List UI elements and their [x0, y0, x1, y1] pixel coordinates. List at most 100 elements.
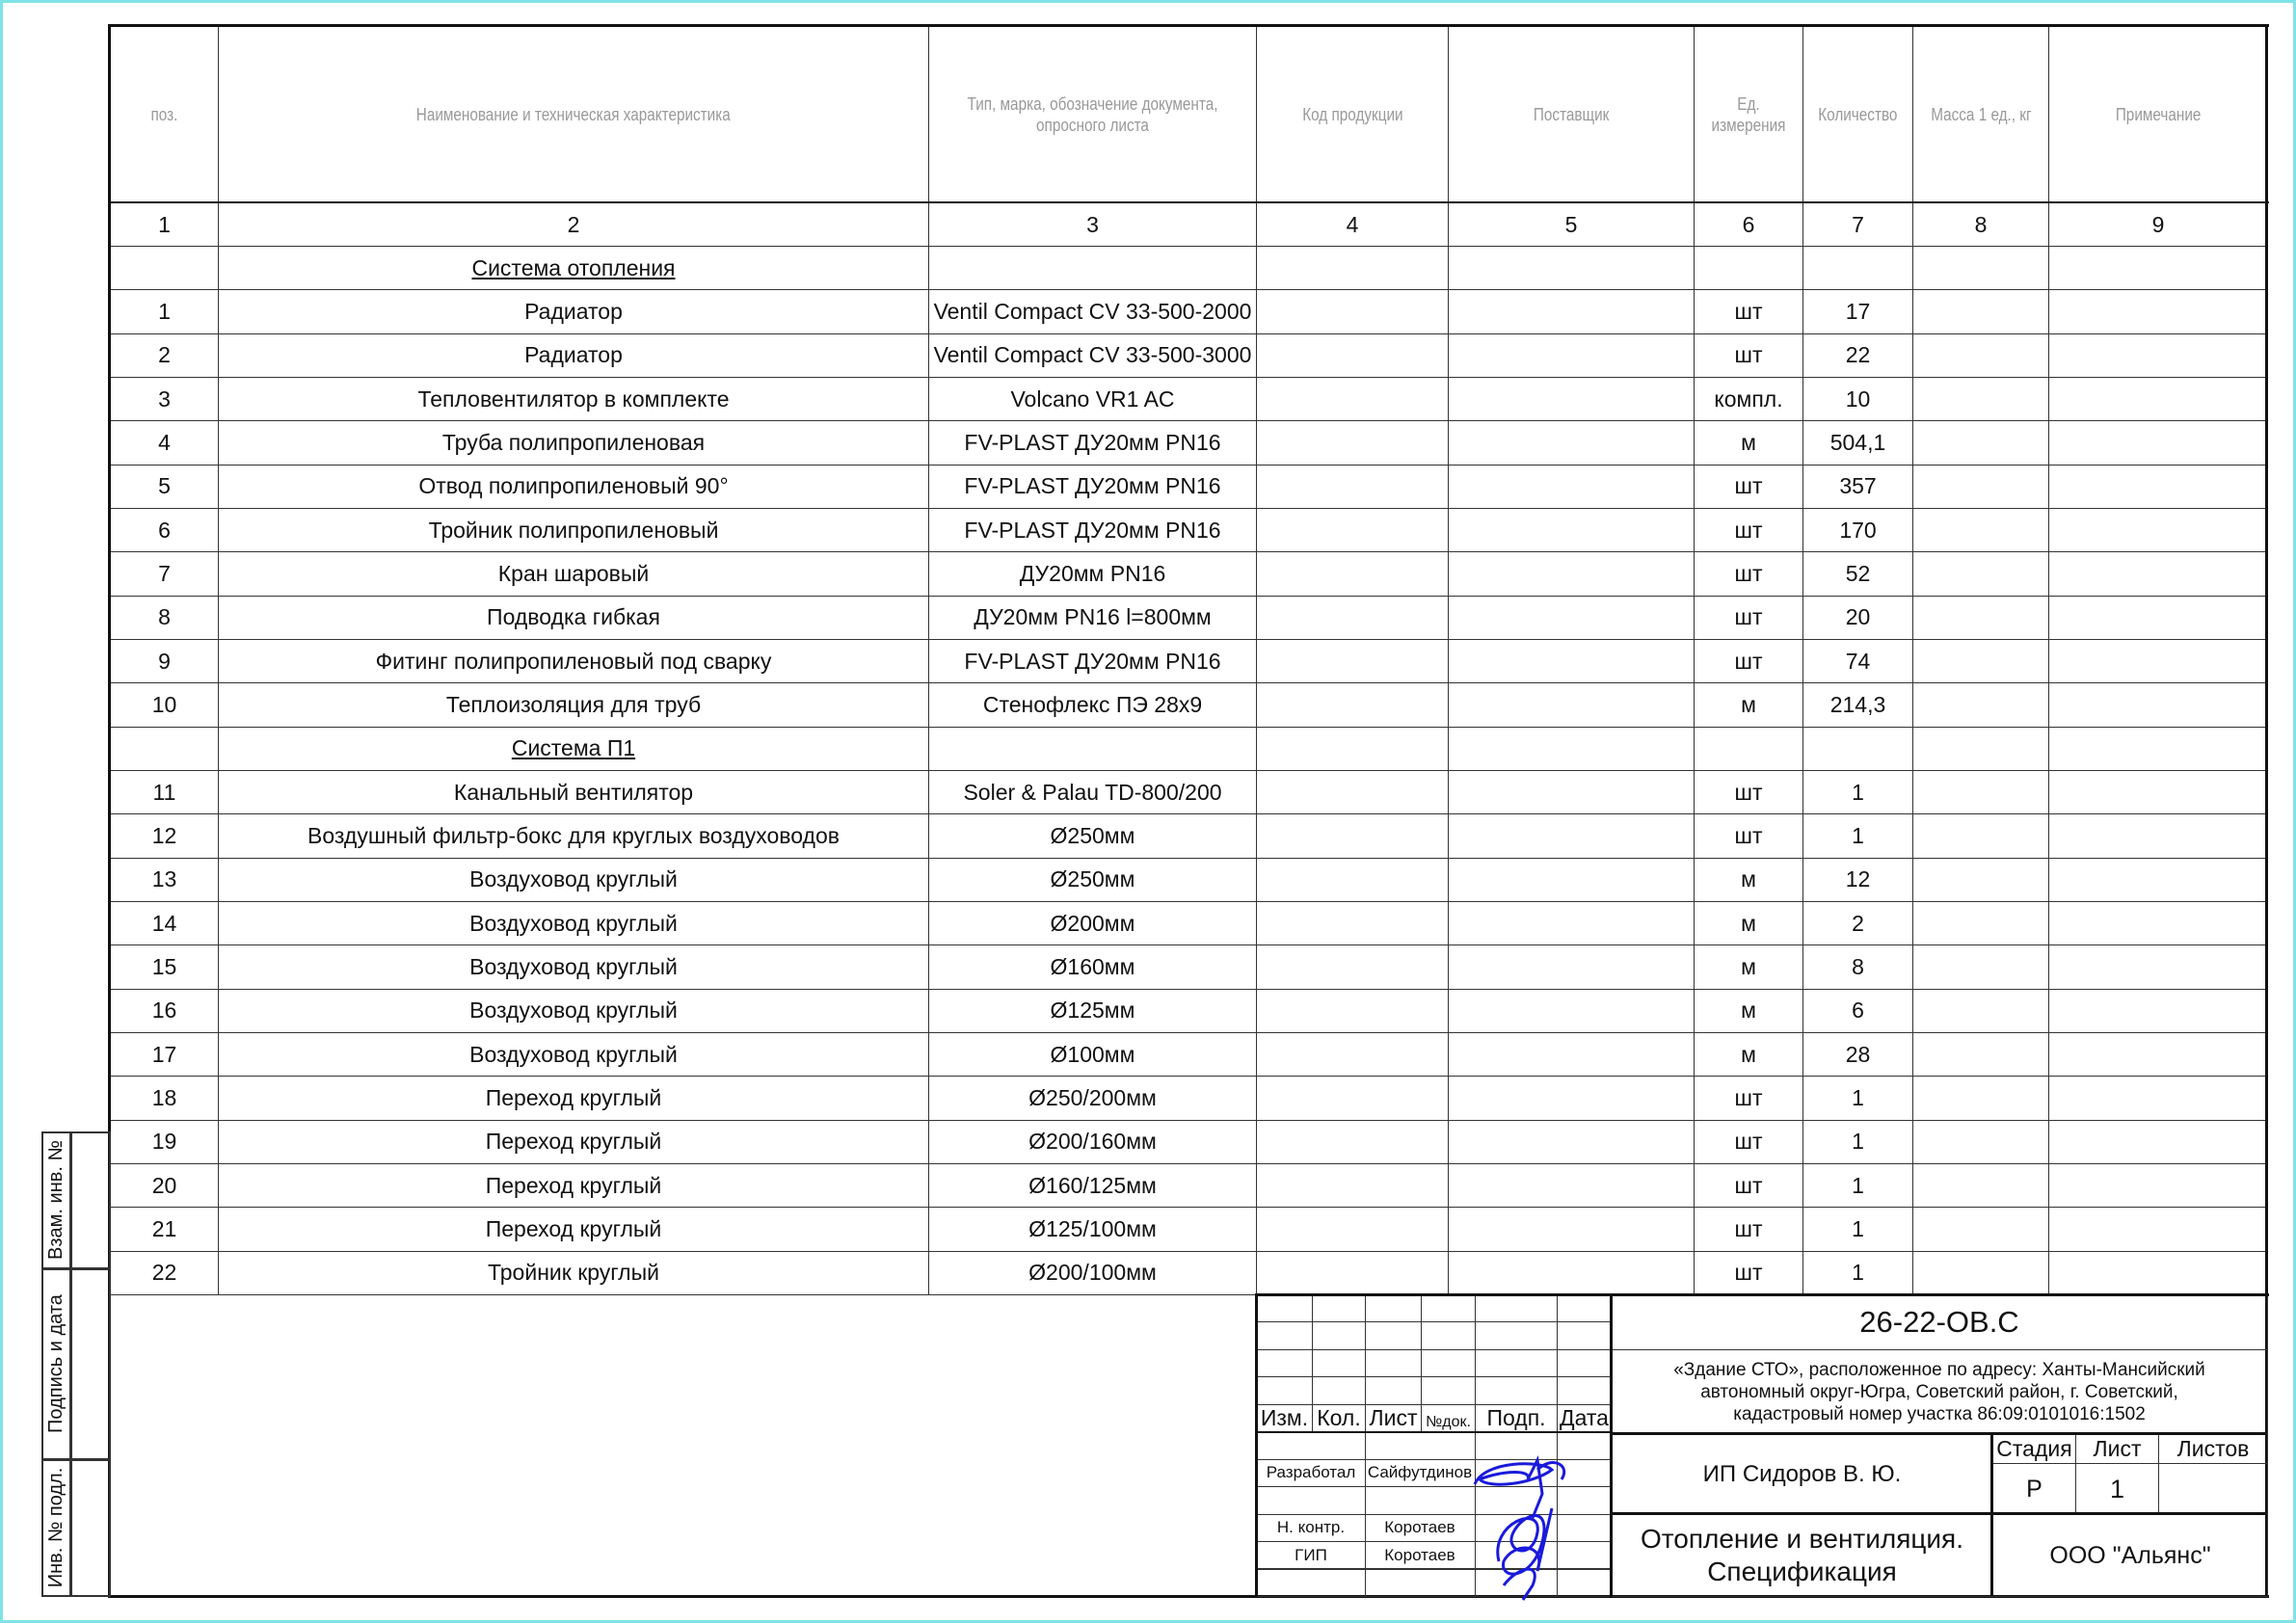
table-cell-pos: 11 — [110, 769, 219, 815]
revision-cell — [1312, 1321, 1366, 1350]
table-cell-code — [1256, 638, 1449, 684]
table-cell-supplier — [1448, 1162, 1695, 1209]
table-cell-code — [1256, 769, 1449, 815]
approval-cell — [1557, 1513, 1612, 1543]
table-cell-name: Фитинг полипропиленовый под сварку — [218, 638, 929, 684]
table-cell-unit: шт — [1694, 289, 1803, 334]
revision-cell — [1557, 1348, 1612, 1378]
column-number: 6 — [1694, 202, 1803, 247]
table-cell-qty-text: 504,1 — [1829, 429, 1886, 455]
side-stamp-inv_no: Инв. № подл. — [45, 1467, 67, 1588]
side-stamp-value-cell — [70, 1268, 111, 1460]
table-cell-name: Воздуховод круглый — [218, 945, 929, 990]
table-cell-unit: шт — [1694, 507, 1803, 553]
column-number: 4 — [1256, 202, 1449, 247]
table-cell-unit: шт — [1694, 638, 1803, 684]
table-cell-unit-text: м — [1741, 1041, 1756, 1067]
table-cell-pos-text: 18 — [151, 1084, 177, 1110]
section-row-cell — [928, 726, 1257, 771]
table-cell-name: Воздуховод круглый — [218, 1031, 929, 1078]
approval-gip_label-text: ГИП — [1295, 1545, 1327, 1564]
table-cell-qty-text: 1 — [1852, 1260, 1864, 1286]
table-cell-unit: шт — [1694, 595, 1803, 640]
table-cell-name-text: Воздушный фильтр-бокс для круглых воздух… — [307, 822, 840, 848]
table-cell-supplier — [1448, 857, 1695, 902]
table-cell-type: Стенофлекс ПЭ 28x9 — [928, 682, 1257, 728]
table-cell-qty: 20 — [1802, 595, 1913, 640]
table-cell-pos: 9 — [110, 638, 219, 684]
table-cell-code — [1256, 1162, 1449, 1209]
table-cell-code — [1256, 1076, 1449, 1121]
table-cell-unit: шт — [1694, 813, 1803, 859]
table-cell-note — [2048, 638, 2268, 684]
table-cell-qty: 214,3 — [1802, 682, 1913, 728]
table-cell-mass — [1912, 1250, 2049, 1295]
side-stamp-value-cell — [70, 1459, 111, 1597]
table-cell-code — [1256, 420, 1449, 466]
table-cell-type: ДУ20мм PN16 — [928, 551, 1257, 597]
revision-cell — [1312, 1348, 1366, 1378]
table-cell-qty-text: 1 — [1852, 1215, 1864, 1241]
table-cell-unit: шт — [1694, 1207, 1803, 1252]
table-cell-pos: 15 — [110, 945, 219, 990]
table-cell-code — [1256, 507, 1449, 553]
header-code-text: Код продукции — [1301, 105, 1403, 124]
table-cell-pos-text: 19 — [151, 1129, 177, 1155]
company-name: ООО "Альянс" — [1992, 1514, 2268, 1597]
header-unit: Ед. измерения — [1694, 26, 1803, 203]
approval-cell — [1475, 1431, 1558, 1460]
table-cell-pos: 21 — [110, 1207, 219, 1252]
table-cell-note — [2048, 988, 2268, 1033]
table-cell-qty: 22 — [1802, 333, 1913, 378]
table-cell-code — [1256, 1250, 1449, 1295]
table-cell-name-text: Теплоизоляция для труб — [445, 691, 702, 717]
section-row-cell — [1912, 726, 2049, 771]
revision-cell — [1475, 1321, 1558, 1350]
table-cell-name-text: Радиатор — [524, 298, 623, 324]
table-cell-name: Переход круглый — [218, 1076, 929, 1121]
table-cell-name: Воздушный фильтр-бокс для круглых воздух… — [218, 813, 929, 859]
rev-divider — [1255, 1431, 1612, 1433]
table-cell-unit: шт — [1694, 1162, 1803, 1209]
table-cell-unit: м — [1694, 988, 1803, 1033]
column-number-text: 6 — [1742, 211, 1755, 237]
table-cell-note — [2048, 1207, 2268, 1252]
table-cell-code — [1256, 333, 1449, 378]
table-cell-unit-text: шт — [1734, 473, 1763, 499]
table-cell-unit-text: шт — [1734, 779, 1763, 805]
document-title-text: Отопление и вентиляция. Спецификация — [1641, 1524, 1963, 1586]
table-cell-note — [2048, 376, 2268, 422]
column-number: 7 — [1802, 202, 1913, 247]
table-cell-type: Ø250мм — [928, 813, 1257, 859]
table-cell-code — [1256, 1031, 1449, 1078]
object-description: «Здание СТО», расположенное по адресу: Х… — [1611, 1349, 2268, 1435]
table-cell-type-text: FV-PLAST ДУ20мм PN16 — [964, 517, 1221, 543]
table-cell-mass — [1912, 988, 2049, 1033]
table-cell-qty-text: 6 — [1852, 998, 1864, 1024]
column-number-text: 4 — [1346, 211, 1359, 237]
title-block-left — [1255, 1293, 1258, 1597]
table-cell-mass — [1912, 376, 2049, 422]
table-cell-type-text: Ø200/160мм — [1028, 1129, 1157, 1155]
table-cell-note — [2048, 813, 2268, 859]
table-cell-qty: 52 — [1802, 551, 1913, 597]
column-number-text: 2 — [567, 211, 580, 237]
section-row-cell — [1256, 726, 1449, 771]
table-cell-code — [1256, 682, 1449, 728]
table-cell-unit: м — [1694, 420, 1803, 466]
table-cell-note — [2048, 682, 2268, 728]
approval-cell — [1557, 1541, 1612, 1570]
table-cell-unit: шт — [1694, 464, 1803, 509]
table-cell-mass — [1912, 333, 2049, 378]
sheet-value: 1 — [2075, 1463, 2159, 1515]
side-stamp-value-cell — [70, 1131, 111, 1269]
section-row-cell-text: Система отопления — [471, 254, 676, 280]
table-cell-type-text: Ø250/200мм — [1028, 1084, 1157, 1110]
table-cell-pos-text: 7 — [158, 560, 171, 586]
table-cell-name-text: Воздуховод круглый — [469, 910, 678, 936]
revision-cell — [1421, 1294, 1476, 1323]
section-row-cell — [1256, 246, 1449, 291]
document-title: Отопление и вентиляция. Спецификация — [1611, 1514, 1993, 1597]
table-cell-unit-text: шт — [1734, 604, 1763, 630]
company-name-text: ООО "Альянс" — [2049, 1541, 2211, 1569]
